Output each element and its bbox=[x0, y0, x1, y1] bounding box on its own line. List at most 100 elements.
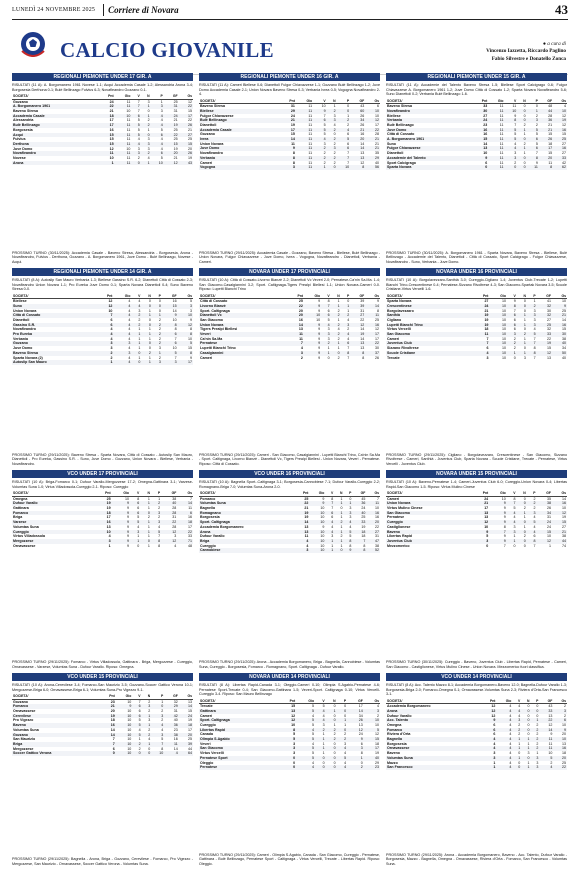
table-cell: 2 bbox=[325, 737, 337, 742]
table-cell: 1 bbox=[330, 341, 341, 347]
column-header: GF bbox=[536, 293, 552, 300]
table-cell: 23 bbox=[173, 727, 178, 732]
table-cell: 10 bbox=[125, 496, 129, 501]
table-cell: 0 bbox=[336, 727, 348, 733]
table-cell: 19 bbox=[536, 341, 552, 347]
table-cell: 10 bbox=[375, 722, 379, 727]
table-cell: 8 bbox=[343, 538, 353, 544]
table-cell: 27 bbox=[366, 529, 380, 535]
table-cell: 10 bbox=[127, 727, 132, 732]
standings-grid: REGIONALI PIEMONTE UNDER 17 GIR. A RISULT… bbox=[12, 73, 568, 867]
table-row: Castiglionese 10 8 3 1 4 24 27 bbox=[386, 525, 567, 530]
next-round-text: PROSSIMO TURNO (30/11/2025): Accademia C… bbox=[12, 250, 193, 264]
table-cell: 12 bbox=[491, 704, 496, 709]
table-row: Baveno Stresa 2 3 0 2 1 5 8 bbox=[12, 350, 193, 356]
table-cell: 10 bbox=[93, 529, 112, 535]
table-cell: 64 bbox=[178, 751, 193, 757]
table-row: Pro Vigezzo 18 10 5 3 2 40 19 bbox=[12, 718, 193, 723]
table-cell: 10 bbox=[375, 113, 379, 118]
column-header: N bbox=[334, 491, 344, 497]
table-cell: 22 bbox=[98, 104, 115, 109]
table-cell: 7 bbox=[513, 308, 516, 313]
table-cell: 11 bbox=[295, 146, 314, 152]
table-cell: 10 bbox=[365, 108, 380, 114]
table-cell: 3 bbox=[190, 308, 192, 313]
table-cell: 24 bbox=[163, 113, 179, 119]
table-cell: Baveno bbox=[386, 529, 473, 535]
table-row: Borgosesia 4 4 1 1 2 11 13 bbox=[386, 742, 567, 747]
table-cell: 4 bbox=[496, 765, 513, 770]
table-cell: 6 bbox=[137, 506, 140, 510]
table-row: Baveno Stresa 33 11 11 0 0 48 4 bbox=[386, 104, 567, 109]
table-cell: 10 bbox=[309, 548, 326, 554]
table-row: A. Borgomanero 1961 15 11 5 0 6 26 25 bbox=[386, 137, 567, 142]
table-row: Baveno Stresa 21 10 7 0 3 31 15 bbox=[12, 109, 193, 114]
table-cell: 34 bbox=[562, 346, 566, 351]
table-cell: 10 bbox=[114, 113, 132, 119]
table-cell: 33 bbox=[352, 520, 367, 525]
table-cell: 6 bbox=[150, 151, 164, 157]
standings-table: SOCIETA' Pnt Gio V N P GF Gs Biellese 12 4 4 0 0 16 5 Su… bbox=[12, 293, 193, 365]
table-cell: Gozzano bbox=[200, 132, 215, 137]
table-cell: 12 bbox=[95, 303, 114, 309]
table-cell: 1 bbox=[344, 722, 347, 727]
table-cell: 6 bbox=[325, 510, 335, 516]
table-cell: 1 bbox=[512, 737, 522, 742]
table-cell: 0 bbox=[147, 109, 150, 113]
table-row: Tigers Prealpi Biellesi 13 9 3 4 2 14 12 bbox=[199, 327, 380, 332]
table-cell: 11 bbox=[188, 506, 192, 510]
table-cell: 1 bbox=[147, 496, 150, 501]
table-cell: Juventus Club bbox=[386, 538, 473, 544]
table-cell: 33 bbox=[553, 155, 567, 161]
table-cell: 1 bbox=[313, 165, 327, 170]
table-cell: 5 bbox=[132, 723, 142, 728]
column-header: SOCIETA' bbox=[386, 698, 481, 705]
table-cell: 2 bbox=[161, 709, 164, 713]
table-cell: 3 bbox=[504, 155, 518, 161]
table-cell: 1 bbox=[148, 355, 151, 360]
table-cell: Acc. Talento bbox=[386, 718, 481, 723]
table-row: Dufour Varallo 12 4 4 0 0 13 2 bbox=[386, 714, 567, 719]
table-cell: 3 bbox=[326, 118, 337, 123]
table-cell: 0 bbox=[151, 303, 162, 309]
table-cell: Vogogna bbox=[199, 165, 280, 170]
table-cell: 0 bbox=[277, 755, 297, 761]
table-cell: 25 bbox=[562, 308, 566, 313]
table-cell: 8 bbox=[340, 350, 351, 356]
table-row: Acc. Talento 9 4 3 0 1 22 6 bbox=[386, 718, 567, 723]
results-text: RISULTATI (10 A): Arona-Cerevilese 3-4; … bbox=[12, 683, 193, 692]
table-cell: 0 bbox=[521, 718, 531, 723]
table-cell: 0 bbox=[140, 510, 151, 516]
table-cell: 2 bbox=[536, 732, 539, 737]
table-cell: Cureggio bbox=[200, 722, 216, 727]
table-cell: 26 bbox=[178, 123, 193, 128]
table-cell: 10 bbox=[375, 506, 379, 510]
table-cell: 40 bbox=[173, 718, 178, 723]
table-cell: 8 bbox=[377, 308, 379, 313]
column-header: Pnt bbox=[93, 491, 112, 497]
table-cell: Bulè Bellinzago bbox=[12, 123, 99, 128]
table-cell: 3 bbox=[138, 308, 141, 313]
table-cell: Virtus Villadossola bbox=[13, 534, 46, 539]
table-cell: 2 bbox=[550, 760, 553, 765]
table-cell: 7 bbox=[506, 501, 517, 506]
table-cell: 4 bbox=[312, 760, 315, 765]
table-cell: 3 bbox=[174, 534, 177, 539]
column-header: V bbox=[506, 293, 517, 300]
table-cell: 5 bbox=[296, 746, 316, 752]
league-block: REGIONALI PIEMONTE UNDER 16 GIR. A RISULT… bbox=[199, 73, 380, 264]
table-cell: 1 bbox=[138, 737, 141, 742]
table-cell: 1 bbox=[147, 534, 150, 539]
column-header: V bbox=[313, 98, 327, 105]
table-row: Sport Calcigrago 6 11 2 0 9 11 42 bbox=[386, 161, 567, 166]
table-cell: 7 bbox=[158, 534, 161, 539]
table-cell: 0 bbox=[517, 108, 527, 114]
table-cell: 26 bbox=[538, 137, 554, 142]
table-cell: 2 bbox=[506, 341, 517, 347]
table-cell: 5 bbox=[177, 341, 193, 347]
table-cell: 0 bbox=[516, 303, 527, 309]
table-row: Cureggio 12 9 4 0 5 24 15 bbox=[386, 520, 567, 525]
table-cell: 9 bbox=[503, 506, 506, 510]
table-cell: San Giacomo bbox=[386, 510, 473, 516]
table-cell: 4 bbox=[325, 529, 335, 535]
